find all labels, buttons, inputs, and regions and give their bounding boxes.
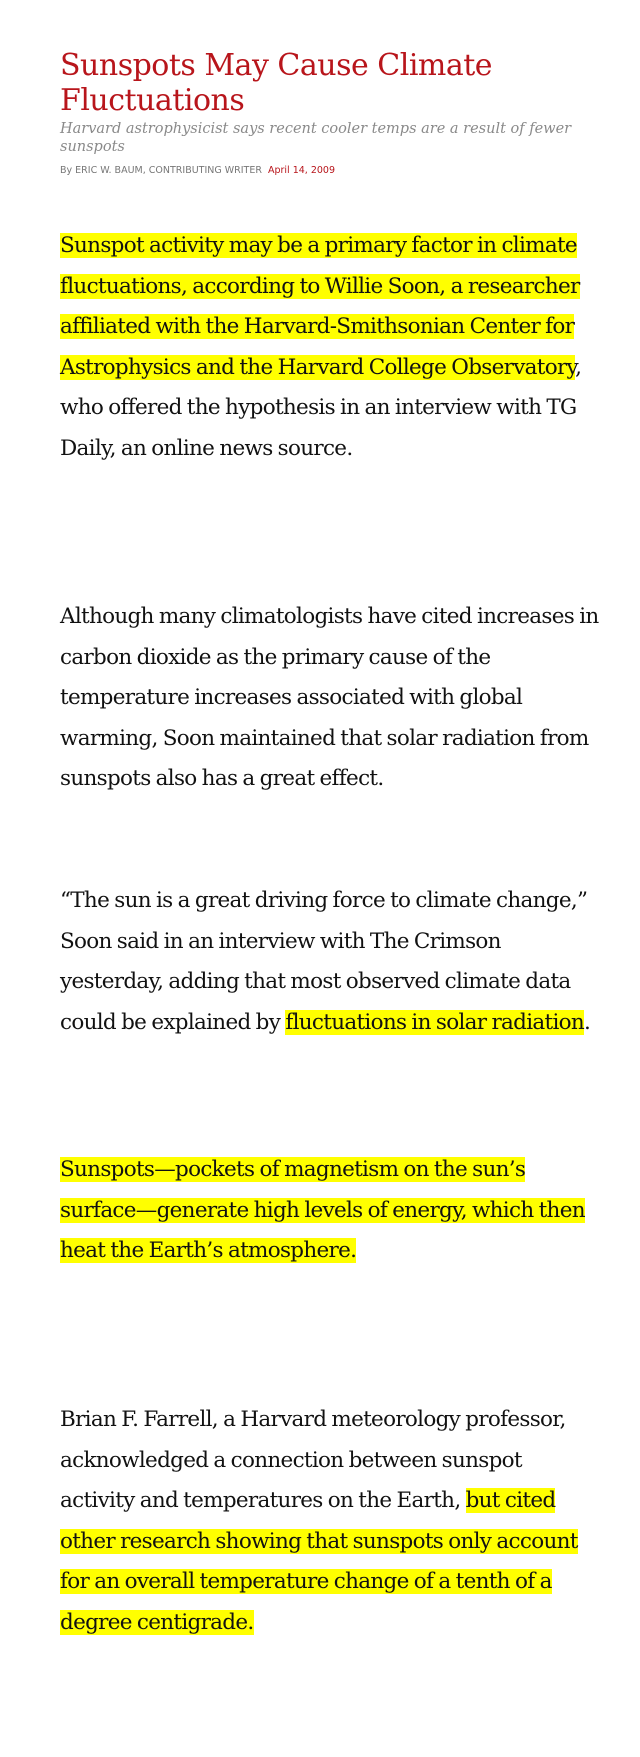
author-credit[interactable]: By ERIC W. BAUM, CONTRIBUTING WRITER <box>60 165 262 176</box>
paragraph-text: “The sun is a great driving force to cli… <box>60 888 588 1035</box>
highlighted-text: Sunspots—pockets of magnetism on the sun… <box>60 1157 586 1263</box>
paragraph-text: Brian F. Farrell, a Harvard meteorology … <box>60 1407 566 1513</box>
paragraph-4: Sunspots—pockets of magnetism on the sun… <box>60 1150 600 1272</box>
paragraph-text: . <box>584 1009 591 1035</box>
paragraph-text: , who offered the hypothesis in an inter… <box>60 354 582 461</box>
paragraph-2: Although many climatologists have cited … <box>60 597 600 800</box>
paragraph-5: Brian F. Farrell, a Harvard meteorology … <box>60 1400 600 1643</box>
publish-date: April 14, 2009 <box>267 165 336 176</box>
article-headline: Sunspots May Cause Climate Fluctuations <box>60 48 493 118</box>
highlighted-text: fluctuations in solar radiation <box>285 1009 585 1035</box>
paragraph-1: Sunspot activity may be a primary factor… <box>60 226 600 469</box>
paragraph-3: “The sun is a great driving force to cli… <box>60 881 600 1043</box>
article-subhead: Harvard astrophysicist says recent coole… <box>60 121 572 155</box>
article-byline: By ERIC W. BAUM, CONTRIBUTING WRITER Apri… <box>60 164 335 177</box>
paragraph-text: Although many climatologists have cited … <box>60 604 599 791</box>
highlighted-text: Sunspot activity may be a primary factor… <box>60 233 580 380</box>
